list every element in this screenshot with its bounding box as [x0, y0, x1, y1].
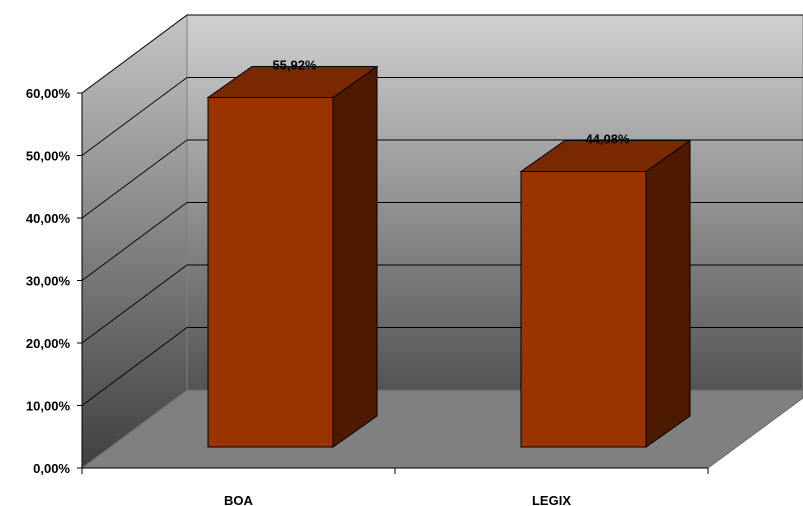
bar-boa — [207, 97, 334, 448]
chart-walls — [80, 14, 803, 469]
x-axis-labels: BOA LEGIX — [224, 493, 571, 506]
y-tick-label: 20,00% — [26, 336, 71, 351]
gridline-side — [81, 202, 188, 281]
data-label-boa: 55,92% — [272, 58, 317, 73]
x-label-boa: BOA — [224, 493, 254, 506]
y-tick-label: 50,00% — [26, 149, 71, 164]
y-tick-label: 0,00% — [33, 461, 70, 476]
bar-side-legix — [645, 139, 691, 448]
data-label-legix: 44,08% — [585, 132, 630, 147]
gridline-side — [81, 264, 188, 344]
bar-side-boa — [332, 65, 378, 448]
gridline-side — [81, 77, 188, 156]
y-tick-label: 60,00% — [26, 86, 71, 101]
y-axis-ticks: 0,00% 10,00% 20,00% 30,00% 40,00% 50,00% 60,00… — [26, 86, 709, 476]
gridline-side — [81, 327, 188, 406]
y-tick-label: 30,00% — [26, 274, 71, 289]
gridline-side — [81, 14, 188, 94]
y-tick-label: 10,00% — [26, 399, 71, 414]
floor — [80, 389, 803, 469]
bars: 55,92% 44,08% — [206, 58, 692, 448]
gridline-side — [81, 139, 188, 219]
y-tick-label: 40,00% — [26, 211, 71, 226]
x-label-legix: LEGIX — [532, 493, 571, 506]
bar-legix — [520, 171, 647, 448]
